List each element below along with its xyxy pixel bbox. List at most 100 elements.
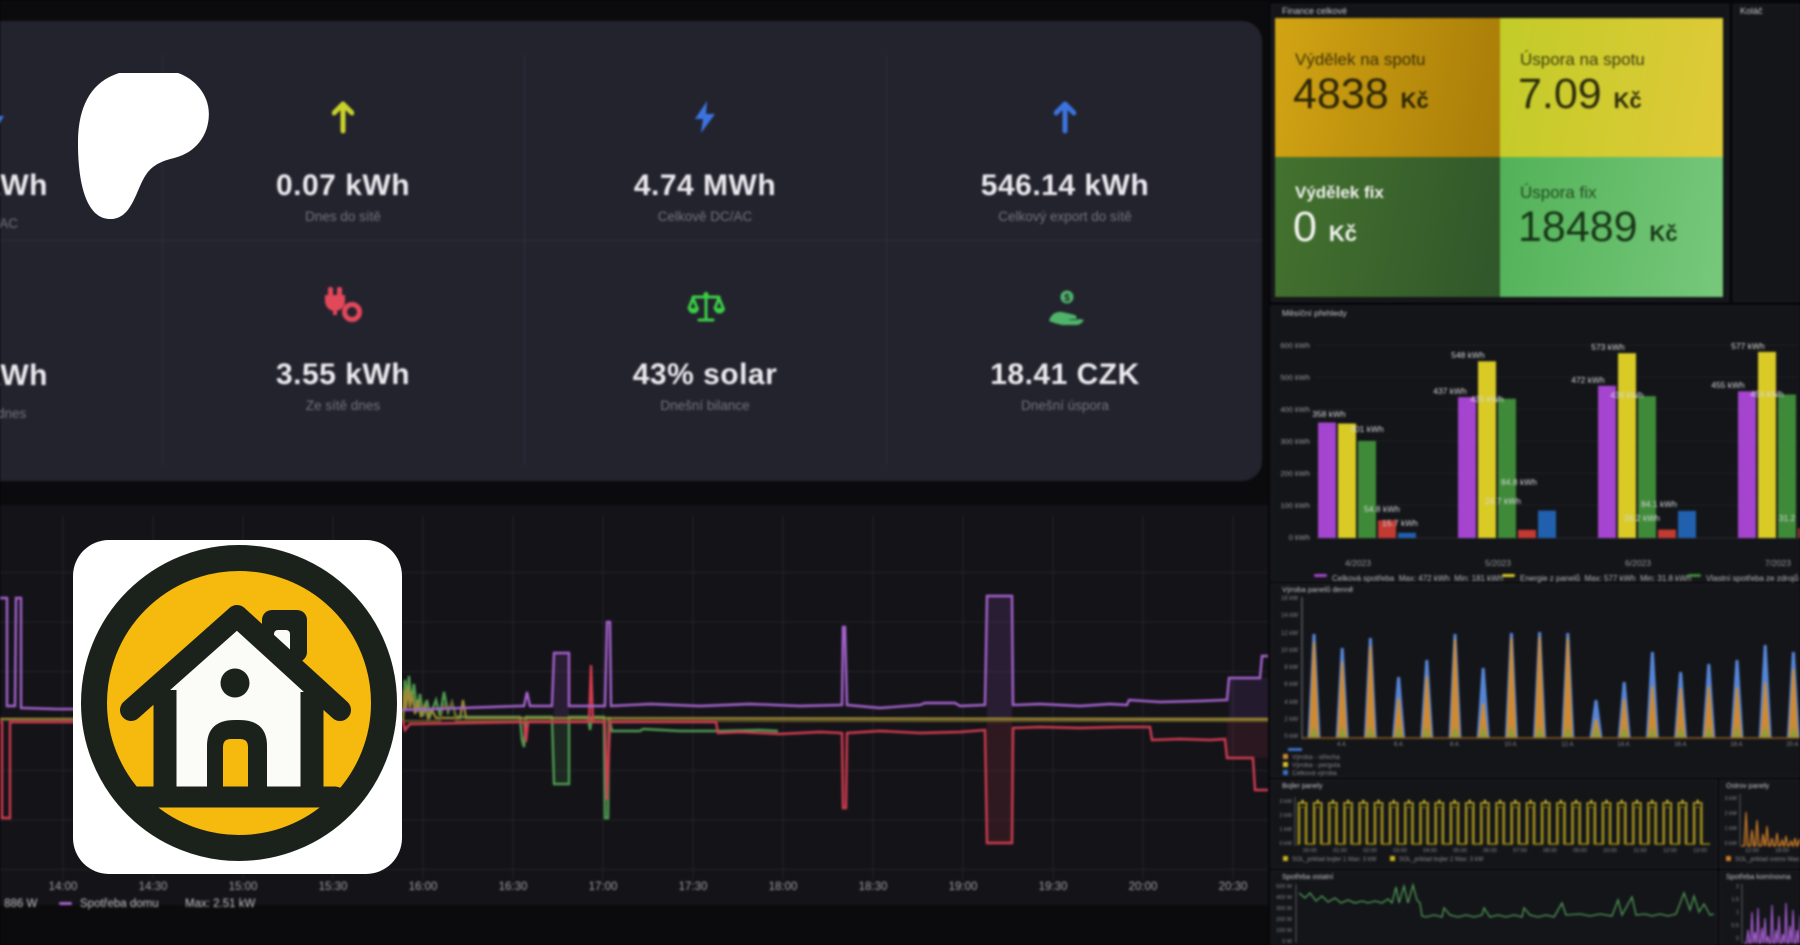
svg-text:Max: 886 W: Max: 886 W — [0, 898, 37, 910]
svg-text:6 kW: 6 kW — [1284, 682, 1298, 688]
svg-text:7/2023: 7/2023 — [1765, 558, 1791, 568]
svg-text:19:00: 19:00 — [949, 881, 978, 893]
svg-text:Ostrov panely: Ostrov panely — [1726, 783, 1770, 790]
svg-text:8 kW: 8 kW — [1284, 665, 1298, 671]
svg-text:14.4.: 14.4. — [1617, 742, 1631, 748]
svg-text:SOL_priklad bojler 1 Max: 3 kW: SOL_priklad bojler 1 Max: 3 kW — [1292, 857, 1377, 863]
svg-text:06:00: 06:00 — [1483, 848, 1497, 854]
svg-text:435 kWh: 435 kWh — [1470, 394, 1504, 404]
svg-text:18:30: 18:30 — [859, 881, 888, 893]
svg-text:1.5: 1.5 — [1731, 897, 1739, 903]
svg-text:17:30: 17:30 — [679, 881, 708, 893]
svg-text:02:00: 02:00 — [1363, 848, 1377, 854]
svg-text:12:00: 12:00 — [1663, 848, 1677, 854]
svg-text:24.7 kWh: 24.7 kWh — [1485, 496, 1521, 506]
svg-text:12.4.: 12.4. — [1561, 742, 1575, 748]
svg-text:600 kWh: 600 kWh — [1280, 341, 1310, 350]
svg-text:455 kWh: 455 kWh — [1711, 380, 1745, 390]
svg-text:15.7 kWh: 15.7 kWh — [1382, 518, 1418, 528]
svg-text:472 kWh: 472 kWh — [1571, 375, 1605, 385]
svg-text:2 kW: 2 kW — [1284, 717, 1298, 723]
svg-text:548 kWh: 548 kWh — [1451, 350, 1485, 360]
svg-text:Měsíční přehledy: Měsíční přehledy — [1282, 308, 1347, 318]
svg-text:436 kWh: 436 kWh — [1610, 390, 1644, 400]
svg-text:100 kWh: 100 kWh — [1280, 501, 1310, 510]
svg-text:$: $ — [1064, 293, 1070, 304]
svg-text:Bojler panely: Bojler panely — [1282, 783, 1323, 790]
svg-text:19:30: 19:30 — [1039, 881, 1068, 893]
svg-text:300 W: 300 W — [1276, 906, 1293, 912]
svg-text:4 kW: 4 kW — [1284, 700, 1298, 706]
svg-text:31.2: 31.2 — [1779, 513, 1796, 523]
svg-text:84.8 kWh: 84.8 kWh — [1501, 477, 1537, 487]
svg-text:0 kW: 0 kW — [1284, 734, 1298, 740]
svg-text:10.4.: 10.4. — [1504, 742, 1518, 748]
svg-text:18:00: 18:00 — [1775, 848, 1789, 854]
svg-text:07:00: 07:00 — [1513, 848, 1527, 854]
svg-text:0 kWh: 0 kWh — [1289, 533, 1310, 542]
svg-text:13:00: 13:00 — [1693, 848, 1707, 854]
svg-text:Výroba - pergola: Výroba - pergola — [1292, 762, 1340, 769]
svg-text:Výroba panelů denně: Výroba panelů denně — [1282, 585, 1353, 594]
svg-text:Spotřeba domu: Spotřeba domu — [80, 898, 159, 910]
svg-text:20:00: 20:00 — [1129, 881, 1158, 893]
svg-text:20.4.: 20.4. — [1786, 742, 1800, 748]
svg-text:84.1 kWh: 84.1 kWh — [1641, 499, 1677, 509]
svg-text:3 kW: 3 kW — [1724, 796, 1737, 802]
svg-text:03:00: 03:00 — [1393, 848, 1407, 854]
svg-text:14 kW: 14 kW — [1281, 613, 1298, 619]
svg-text:500 W: 500 W — [1276, 884, 1293, 890]
svg-text:0 kW: 0 kW — [1279, 841, 1292, 847]
svg-text:300 kWh: 300 kWh — [1280, 437, 1310, 446]
svg-text:2: 2 — [1736, 884, 1739, 890]
svg-text:14:00: 14:00 — [49, 881, 78, 893]
svg-text:1: 1 — [1736, 910, 1739, 916]
svg-text:400 kWh: 400 kWh — [1280, 405, 1310, 414]
svg-text:18.4.: 18.4. — [1730, 742, 1744, 748]
svg-text:0 W: 0 W — [1282, 939, 1293, 945]
svg-text:358 kWh: 358 kWh — [1312, 409, 1346, 419]
svg-text:11:00: 11:00 — [1633, 848, 1646, 854]
svg-text:08:00: 08:00 — [1543, 848, 1557, 854]
svg-text:100 W: 100 W — [1276, 928, 1293, 934]
svg-text:Energie z panelů Max: 577 kWh: Energie z panelů Max: 577 kWh Min: 31.8 … — [1520, 574, 1691, 583]
svg-text:573 kWh: 573 kWh — [1591, 342, 1625, 352]
svg-text:54.8 kWh: 54.8 kWh — [1364, 504, 1400, 514]
svg-text:20:30: 20:30 — [1219, 881, 1248, 893]
svg-text:Vlastní spotřeba ze zdrojů Ma: Vlastní spotřeba ze zdrojů Max: 4 — [1706, 574, 1800, 583]
svg-text:301 kWh: 301 kWh — [1350, 424, 1384, 434]
svg-text:14:30: 14:30 — [139, 881, 168, 893]
svg-text:0 kW: 0 kW — [1724, 841, 1737, 847]
svg-text:SOL_priklad ostrov Max: 3 kW: SOL_priklad ostrov Max: 3 kW — [1735, 857, 1800, 863]
svg-text:00:00: 00:00 — [1303, 848, 1317, 854]
svg-text:12 kW: 12 kW — [1281, 631, 1298, 637]
svg-text:18:00: 18:00 — [769, 881, 798, 893]
svg-text:05:00: 05:00 — [1453, 848, 1467, 854]
svg-text:1 kW: 1 kW — [1279, 827, 1292, 833]
svg-text:3 kW: 3 kW — [1279, 799, 1292, 805]
svg-text:09:00: 09:00 — [1573, 848, 1587, 854]
svg-text:200 kWh: 200 kWh — [1280, 469, 1310, 478]
svg-text:437 kWh: 437 kWh — [1433, 386, 1467, 396]
svg-text:0: 0 — [1736, 936, 1739, 942]
svg-text:SOL_priklad bojler 2 Max: 3 kW: SOL_priklad bojler 2 Max: 3 kW — [1399, 857, 1484, 863]
svg-text:04:00: 04:00 — [1423, 848, 1437, 854]
svg-text:6/2023: 6/2023 — [1625, 558, 1651, 568]
svg-text:200 W: 200 W — [1276, 917, 1293, 923]
svg-text:1 kW: 1 kW — [1724, 826, 1737, 832]
svg-text:2 kW: 2 kW — [1724, 811, 1737, 817]
svg-text:2 kW: 2 kW — [1279, 813, 1292, 819]
svg-text:12:00: 12:00 — [1745, 848, 1759, 854]
svg-text:Celková výroba: Celková výroba — [1292, 770, 1337, 777]
svg-text:10:00: 10:00 — [1603, 848, 1617, 854]
svg-text:8.4.: 8.4. — [1450, 742, 1460, 748]
svg-text:26.2 kWh: 26.2 kWh — [1624, 513, 1660, 523]
svg-text:Výroba - střecha: Výroba - střecha — [1292, 754, 1340, 761]
svg-text:15:00: 15:00 — [229, 881, 258, 893]
svg-text:16:30: 16:30 — [499, 881, 528, 893]
svg-text:4.4.: 4.4. — [1337, 742, 1347, 748]
svg-text:15:30: 15:30 — [319, 881, 348, 893]
svg-text:450 kWh: 450 kWh — [1750, 389, 1784, 399]
svg-text:5/2023: 5/2023 — [1485, 558, 1511, 568]
svg-text:400 W: 400 W — [1276, 895, 1293, 901]
